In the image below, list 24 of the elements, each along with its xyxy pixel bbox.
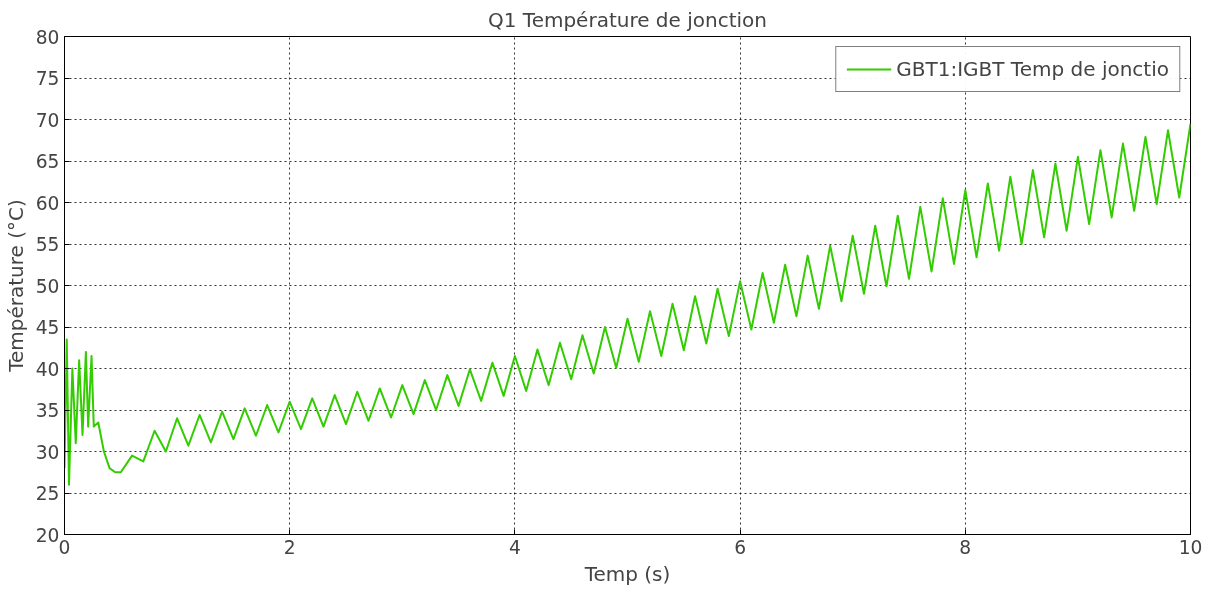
y-tick-label: 70	[35, 109, 60, 131]
y-tick-label: 35	[35, 400, 60, 421]
y-tick-label: 60	[35, 192, 60, 214]
y-axis-title: Température (°C)	[3, 199, 28, 373]
y-tick-label: 65	[35, 151, 60, 172]
legend-label: GBT1:IGBT Temp de jonctio	[896, 57, 1169, 81]
y-tick-label: 40	[35, 358, 60, 380]
x-tick-label: 0	[58, 536, 71, 558]
y-tick-label: 25	[35, 483, 60, 504]
x-tick-label: 2	[283, 536, 296, 558]
y-tick-label: 75	[35, 68, 60, 89]
x-axis-title: Temp (s)	[583, 561, 671, 586]
x-tick-label: 4	[508, 536, 521, 558]
chart-title: Q1 Température de jonction	[488, 7, 768, 32]
y-tick-label: 50	[35, 275, 60, 297]
y-tick-label: 55	[35, 234, 60, 255]
line-series	[64, 122, 1191, 486]
y-tick-label: 30	[35, 441, 60, 463]
x-tick-label: 6	[734, 536, 747, 558]
y-tick-label: 80	[35, 26, 60, 48]
x-tick-label: 8	[959, 536, 972, 558]
x-tick-label: 10	[1178, 536, 1203, 558]
y-tick-label: 45	[35, 317, 60, 338]
y-tick-label: 20	[35, 524, 60, 546]
